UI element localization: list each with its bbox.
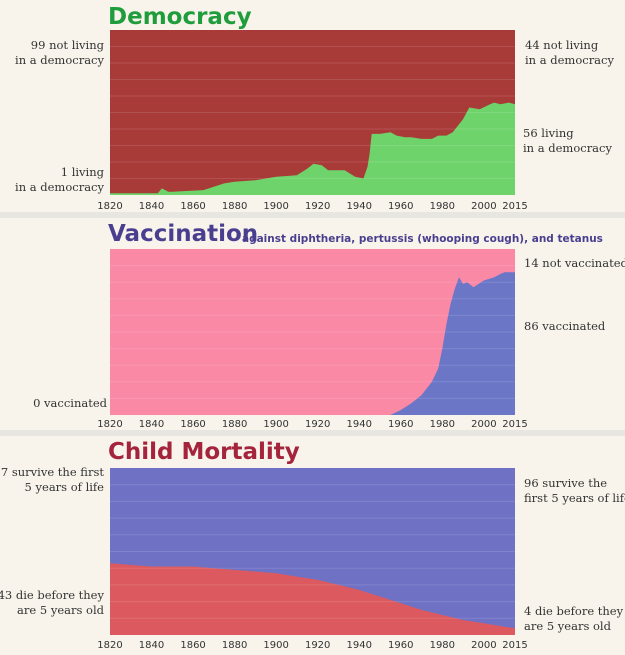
series-area [110, 102, 515, 195]
x-tick-label: 1880 [222, 419, 247, 430]
series-area [390, 272, 515, 415]
x-tick-label: 1900 [263, 419, 288, 430]
democracy-chart: 1820 1840 1860 1880 1900 1920 1940 1960 1980 2000… [97, 30, 528, 212]
x-tick-label: 1820 [97, 419, 122, 430]
x-tick-label: 1880 [222, 201, 247, 212]
x-tick-label: 1940 [347, 419, 372, 430]
label-left-top: 99 not living in a democracy [15, 38, 104, 67]
x-tick-label: 1860 [180, 640, 205, 651]
x-tick-label: 2015 [502, 201, 527, 212]
label-left-top: 57 survive the first 5 years of life [0, 465, 104, 494]
x-tick-label: 1920 [305, 640, 330, 651]
x-tick-label: 1820 [97, 640, 122, 651]
chart-title: Vaccination [108, 221, 259, 247]
label-right-mid: 4 die before they are 5 years old [524, 604, 624, 633]
child-mortality-panel: Child Mortality 57 survive the first 5 y… [0, 436, 625, 655]
label-right-top: 14 not vaccinated [524, 256, 625, 270]
label-right-top: 44 not living in a democracy [525, 38, 614, 67]
x-tick-label: 1860 [180, 201, 205, 212]
label-left-bottom: 1 living in a democracy [15, 165, 104, 194]
x-tick-label: 1940 [347, 640, 372, 651]
x-tick-label: 1840 [139, 640, 164, 651]
chart-subtitle: against diphtheria, pertussis (whooping … [242, 233, 603, 245]
label-right-mid: 56 living in a democracy [523, 126, 612, 155]
x-tick-label: 1960 [388, 201, 413, 212]
label-left-bottom: 0 vaccinated [33, 396, 107, 410]
x-tick-label: 1980 [430, 419, 455, 430]
x-tick-label: 1920 [305, 201, 330, 212]
x-tick-label: 1880 [222, 640, 247, 651]
vaccination-panel: Vaccination against diphtheria, pertussi… [0, 218, 625, 430]
child-mortality-chart: 1820 1840 1860 1880 1900 1920 1940 1960 1980 2000… [97, 468, 528, 651]
x-tick-label: 1960 [388, 419, 413, 430]
x-tick-label: 1820 [97, 201, 122, 212]
series-area [110, 563, 515, 635]
x-tick-label: 1900 [263, 640, 288, 651]
label-left-bottom: 43 die before they are 5 years old [0, 588, 104, 617]
x-tick-label: 2000 [471, 640, 496, 651]
x-tick-label: 2000 [471, 419, 496, 430]
x-tick-label: 1840 [139, 201, 164, 212]
vaccination-chart: 1820 1840 1860 1880 1900 1920 1940 1960 1980 2000… [97, 249, 528, 430]
x-tick-label: 1940 [347, 201, 372, 212]
label-right-top: 96 survive the first 5 years of life [524, 476, 625, 505]
x-tick-label: 1900 [263, 201, 288, 212]
x-tick-label: 1860 [180, 419, 205, 430]
chart-title: Child Mortality [108, 439, 300, 465]
chart-title: Democracy [108, 4, 252, 30]
x-tick-label: 2015 [502, 640, 527, 651]
x-tick-label: 1920 [305, 419, 330, 430]
x-tick-label: 1980 [430, 640, 455, 651]
x-tick-label: 1980 [430, 201, 455, 212]
label-right-mid: 86 vaccinated [524, 319, 606, 333]
x-tick-label: 1840 [139, 419, 164, 430]
x-tick-label: 2000 [471, 201, 496, 212]
democracy-panel: Democracy 99 not living in a democracy 1… [0, 0, 625, 212]
x-tick-label: 2015 [502, 419, 527, 430]
x-tick-label: 1960 [388, 640, 413, 651]
